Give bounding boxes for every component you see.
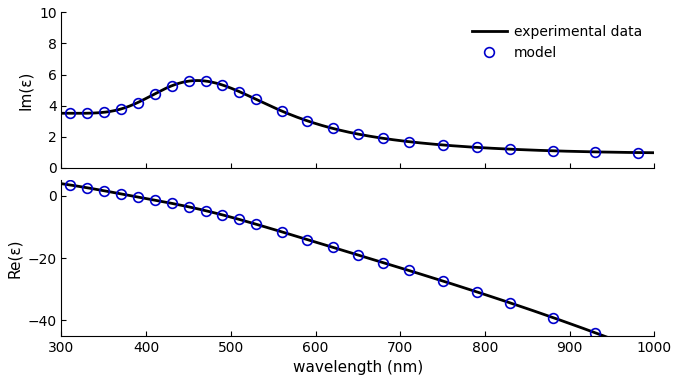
model (329, 245, 337, 249)
experimental data (545, 148, 553, 153)
model (253, 97, 261, 102)
model (507, 301, 515, 305)
experimental data (638, 150, 646, 155)
model (354, 132, 362, 136)
model (134, 195, 142, 199)
experimental data (343, 249, 351, 254)
experimental data (411, 140, 420, 145)
model (66, 183, 74, 187)
model (405, 268, 413, 273)
experimental data (58, 111, 66, 115)
model (473, 290, 481, 294)
model (100, 188, 108, 193)
model (354, 253, 362, 257)
experimental data (410, 270, 418, 275)
model (83, 185, 91, 190)
model (507, 147, 515, 152)
model (202, 79, 210, 83)
model (549, 149, 557, 153)
model (83, 111, 91, 115)
experimental data (378, 260, 386, 265)
model (236, 89, 244, 94)
model (303, 118, 311, 123)
experimental data (380, 136, 388, 141)
model (185, 79, 193, 83)
model (151, 92, 159, 96)
Line: experimental data: experimental data (62, 81, 655, 153)
Legend: experimental data, model: experimental data, model (466, 19, 648, 65)
Y-axis label: Im(ε): Im(ε) (18, 70, 33, 110)
model (202, 208, 210, 213)
model (168, 84, 176, 88)
model (380, 136, 388, 141)
Line: model: model (65, 180, 642, 354)
model (549, 315, 557, 320)
model (303, 237, 311, 242)
model (380, 261, 388, 265)
model (117, 191, 125, 196)
experimental data (636, 348, 644, 352)
model (439, 279, 447, 283)
Line: experimental data: experimental data (62, 184, 655, 355)
Y-axis label: Re(ε): Re(ε) (7, 238, 22, 278)
experimental data (193, 78, 201, 83)
experimental data (543, 313, 551, 318)
model (219, 212, 227, 217)
model (219, 83, 227, 87)
X-axis label: wavelength (nm): wavelength (nm) (293, 360, 423, 375)
model (168, 201, 176, 206)
model (278, 109, 286, 113)
model (591, 330, 600, 335)
model (66, 111, 74, 116)
model (439, 142, 447, 147)
model (185, 204, 193, 209)
model (151, 198, 159, 202)
experimental data (650, 151, 659, 155)
model (634, 346, 642, 351)
experimental data (339, 248, 347, 253)
Line: model: model (65, 76, 642, 157)
experimental data (58, 181, 66, 186)
model (253, 222, 261, 227)
model (278, 230, 286, 234)
model (236, 217, 244, 222)
experimental data (340, 129, 348, 133)
model (634, 150, 642, 155)
experimental data (344, 130, 352, 134)
model (117, 107, 125, 111)
model (473, 145, 481, 150)
experimental data (650, 353, 659, 358)
model (591, 150, 600, 154)
model (329, 126, 337, 131)
model (100, 110, 108, 115)
model (405, 139, 413, 144)
model (134, 100, 142, 105)
